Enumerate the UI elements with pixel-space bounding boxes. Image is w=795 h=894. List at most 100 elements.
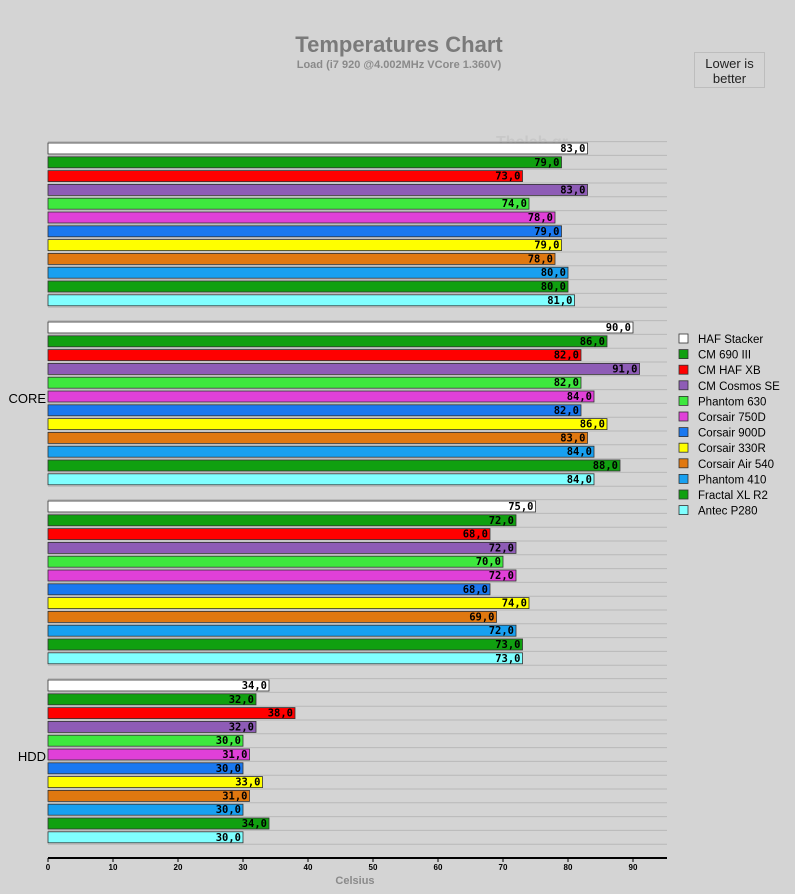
bar-haf-stacker (47, 142, 588, 155)
bar-cm-haf-xb (47, 170, 523, 183)
bar-corsair-750d (47, 390, 595, 403)
bar-value-label: 30,0 (216, 832, 241, 844)
legend-swatch (678, 411, 689, 422)
bar-cm-haf-xb (47, 707, 296, 719)
legend-entry: CM 690 III (698, 350, 751, 362)
legend-entry: HAF Stacker (698, 334, 763, 346)
bar-value-label: 30,0 (216, 804, 241, 816)
bar-cm-cosmos-se (47, 362, 640, 375)
bar-corsair-330r (47, 418, 608, 431)
bar-value-label: 86,0 (580, 336, 605, 348)
bar-value-label: 72,0 (489, 515, 514, 527)
bar-corsair-air-540 (47, 252, 556, 265)
bar-value-label: 82,0 (554, 377, 579, 389)
bar-phantom-630 (47, 376, 582, 389)
legend-swatch (678, 505, 689, 516)
bar-corsair-air-540 (47, 790, 250, 802)
bar-value-label: 73,0 (495, 171, 520, 183)
bar-cm-690-iii (47, 693, 257, 706)
bar-cm-690-iii (47, 156, 562, 169)
bar-phantom-410 (47, 803, 244, 816)
bar-value-label: 34,0 (242, 680, 267, 692)
bar-cm-cosmos-se (47, 183, 588, 196)
legend-swatch (678, 427, 689, 438)
bar-value-label: 74,0 (502, 598, 527, 610)
bar-value-label: 82,0 (554, 350, 579, 362)
bar-value-label: 84,0 (567, 446, 592, 458)
bar-cm-690-iii (47, 335, 608, 348)
bar-value-label: 84,0 (567, 474, 592, 486)
bar-value-label: 83,0 (560, 432, 585, 444)
bar-value-label: 78,0 (528, 212, 553, 224)
bar-value-label: 33,0 (235, 777, 260, 789)
bar-value-label: 38,0 (268, 708, 293, 720)
legend-entry: Corsair 750D (698, 412, 766, 424)
x-tick-label: 40 (304, 863, 313, 872)
legend-entry: CM Cosmos SE (698, 381, 780, 393)
x-tick-label: 0 (46, 863, 51, 872)
legend-swatch (678, 380, 689, 391)
bar-fractal-xl-r2 (47, 638, 523, 651)
x-tick-label: 20 (174, 863, 183, 872)
bar-value-label: 72,0 (489, 625, 514, 637)
bar-cm-haf-xb (47, 528, 491, 540)
legend-entry: Corsair 900D (698, 428, 766, 440)
bar-value-label: 68,0 (463, 529, 488, 541)
bar-antec-p280 (47, 294, 575, 307)
bar-corsair-900d (47, 583, 491, 596)
bar-value-label: 34,0 (242, 818, 267, 830)
bar-value-label: 75,0 (508, 501, 533, 513)
legend-swatch (678, 442, 689, 453)
bar-value-label: 31,0 (222, 749, 247, 761)
bar-value-label: 82,0 (554, 405, 579, 417)
bar-value-label: 69,0 (469, 611, 494, 623)
bar-corsair-900d (47, 225, 562, 238)
x-tick-label: 70 (499, 863, 508, 872)
x-tick-label: 30 (239, 863, 248, 872)
bar-cm-haf-xb (47, 349, 582, 362)
bar-value-label: 83,0 (560, 143, 585, 155)
bar-value-label: 30,0 (216, 763, 241, 775)
legend-entry: Phantom 630 (698, 396, 766, 408)
bar-value-label: 70,0 (476, 556, 501, 568)
bar-value-label: 91,0 (612, 363, 637, 375)
x-tick-label: 60 (434, 863, 443, 872)
bar-value-label: 78,0 (528, 253, 553, 265)
bar-haf-stacker (47, 500, 536, 513)
bar-value-label: 68,0 (463, 584, 488, 596)
bar-cm-cosmos-se (47, 721, 257, 733)
bar-value-label: 81,0 (547, 295, 572, 307)
bar-corsair-air-540 (47, 611, 497, 623)
bar-antec-p280 (47, 473, 595, 486)
group-label-core: CORE (8, 391, 46, 406)
legend-swatch (678, 349, 689, 360)
bar-value-label: 86,0 (580, 419, 605, 431)
bar-value-label: 79,0 (534, 157, 559, 169)
bar-phantom-630 (47, 734, 244, 747)
bar-corsair-750d (47, 569, 517, 582)
bar-corsair-900d (47, 404, 582, 417)
bar-corsair-750d (47, 211, 556, 224)
bar-value-label: 79,0 (534, 226, 559, 238)
bar-value-label: 84,0 (567, 391, 592, 403)
bar-corsair-750d (47, 748, 250, 761)
chart-subtitle: Load (i7 920 @4.002MHz VCore 1.360V) (297, 59, 502, 71)
bar-value-label: 80,0 (541, 281, 566, 293)
bar-haf-stacker (47, 321, 634, 334)
legend-swatch (678, 364, 689, 375)
legend-entry: Antec P280 (698, 506, 757, 518)
bar-cm-cosmos-se (47, 542, 517, 554)
bar-phantom-410 (47, 266, 569, 279)
note-line-2: better (712, 71, 747, 86)
x-tick-label: 50 (369, 863, 378, 872)
x-tick-label: 10 (109, 863, 118, 872)
bar-value-label: 31,0 (222, 790, 247, 802)
bar-phantom-630 (47, 555, 504, 568)
bar-corsair-330r (47, 776, 263, 788)
bar-value-label: 83,0 (560, 184, 585, 196)
bar-value-label: 32,0 (229, 694, 254, 706)
legend-swatch (678, 458, 689, 469)
bar-corsair-330r (47, 239, 562, 252)
x-axis-label: Celsius (335, 875, 374, 887)
